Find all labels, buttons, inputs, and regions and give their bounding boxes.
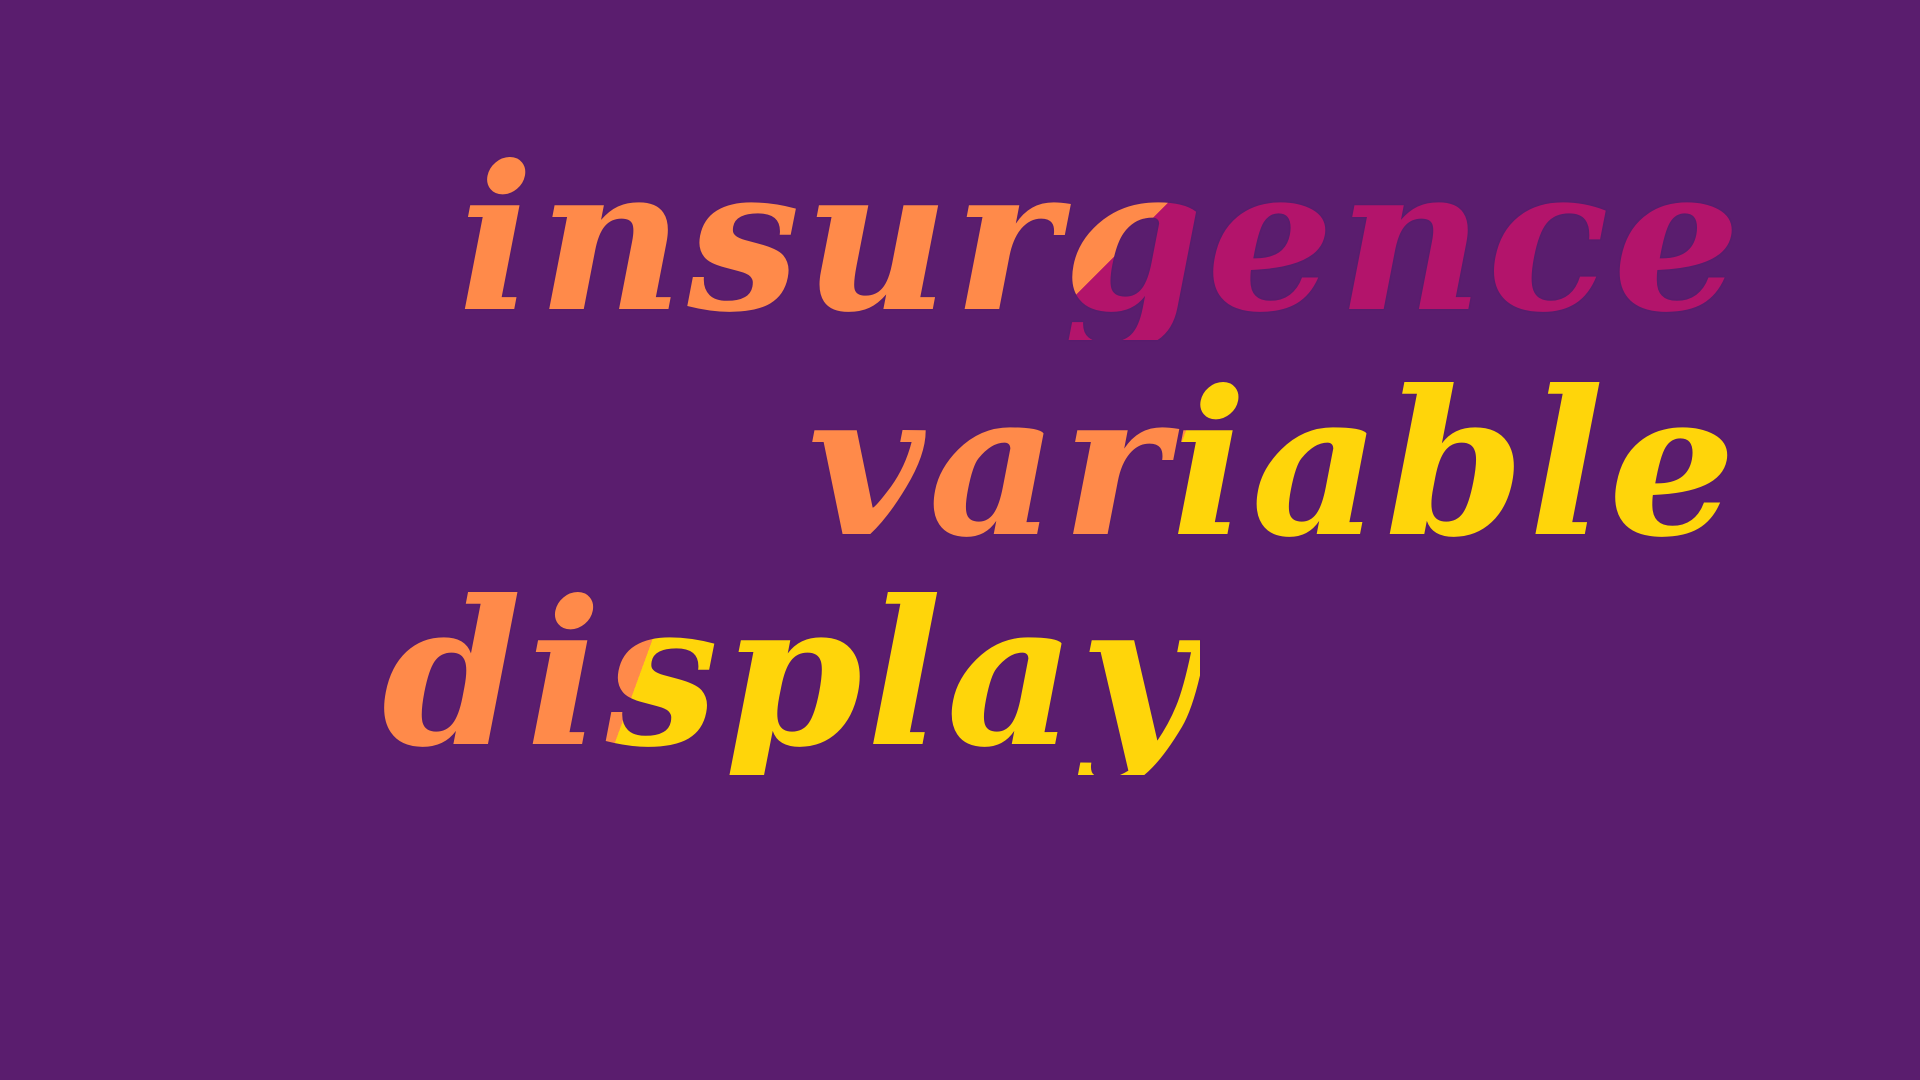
word-variable: variable (808, 347, 1740, 582)
word-display: display (382, 557, 1201, 792)
word-insurgence: insurgence (458, 122, 1745, 357)
